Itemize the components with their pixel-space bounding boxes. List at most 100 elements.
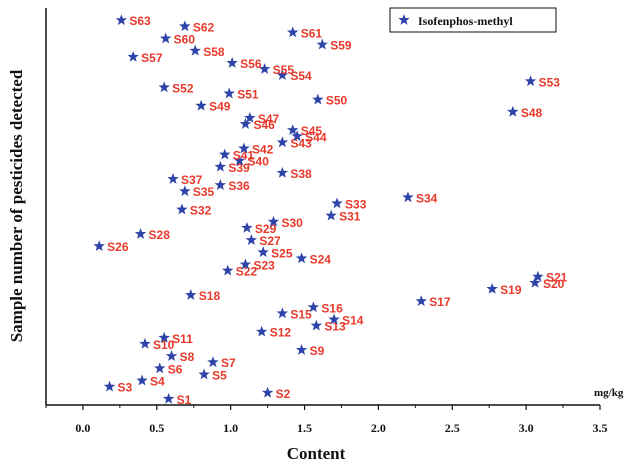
- data-point-s46: [239, 118, 252, 129]
- data-label-s17: S17: [429, 295, 451, 309]
- data-point-s11: [158, 331, 170, 343]
- data-label-s55: S55: [273, 63, 295, 77]
- data-point-s16: [307, 301, 320, 313]
- x-tick-label: 3.0: [519, 421, 534, 435]
- data-point-s42: [238, 142, 250, 154]
- data-point-s12: [255, 325, 268, 337]
- data-point-s50: [312, 93, 324, 105]
- data-label-s59: S59: [330, 39, 352, 53]
- data-point-s32: [176, 203, 188, 215]
- data-label-s34: S34: [416, 191, 438, 205]
- data-point-s7: [207, 356, 219, 368]
- data-label-s51: S51: [237, 88, 259, 102]
- x-tick-label: 2.0: [371, 421, 386, 435]
- data-label-s4: S4: [150, 375, 165, 389]
- data-point-s36: [214, 179, 227, 190]
- data-label-s37: S37: [181, 173, 203, 187]
- data-label-s14: S14: [342, 313, 364, 327]
- data-label-s18: S18: [199, 289, 221, 303]
- data-label-s39: S39: [228, 161, 250, 175]
- data-point-s23: [239, 258, 252, 270]
- data-label-s9: S9: [310, 344, 325, 358]
- data-point-s18: [185, 289, 197, 300]
- data-point-s8: [165, 350, 178, 361]
- data-label-s2: S2: [276, 387, 291, 401]
- data-point-s1: [162, 392, 175, 404]
- data-point-s17: [415, 295, 427, 307]
- data-label-s58: S58: [203, 45, 225, 59]
- data-point-s19: [486, 282, 498, 294]
- data-point-s61: [287, 26, 299, 38]
- data-label-s53: S53: [539, 75, 561, 89]
- data-label-s28: S28: [149, 228, 171, 242]
- y-axis-title: Sample number of pesticides detected: [7, 69, 26, 342]
- x-tick-label: 1.5: [297, 421, 312, 435]
- data-label-s25: S25: [271, 246, 293, 260]
- data-label-s41: S41: [233, 149, 255, 163]
- x-ticks: 0.0 0.5 1.0 1.5 2.0 2.5 3.0 3.5: [45, 405, 608, 435]
- data-point-s26: [93, 240, 105, 252]
- data-point-s34: [402, 191, 414, 203]
- data-point-s29: [241, 221, 253, 233]
- data-point-s45: [287, 124, 299, 136]
- data-label-s22: S22: [236, 265, 258, 279]
- data-label-s38: S38: [290, 167, 312, 181]
- data-point-s39: [214, 160, 227, 172]
- legend: Isofenphos-methyl: [389, 7, 557, 33]
- data-point-s41: [219, 148, 231, 160]
- data-point-s62: [179, 20, 191, 32]
- data-label-s30: S30: [282, 216, 304, 230]
- data-label-s36: S36: [228, 179, 250, 193]
- legend-star-marker: [398, 14, 410, 25]
- data-label-s42: S42: [252, 142, 274, 156]
- data-label-s16: S16: [321, 301, 343, 315]
- data-point-s55: [258, 63, 271, 74]
- legend-star: [398, 14, 410, 25]
- x-axis-title: Content: [287, 444, 346, 463]
- legend-label: Isofenphos-methyl: [418, 14, 513, 28]
- data-label-s32: S32: [190, 204, 212, 218]
- data-label-s49: S49: [209, 100, 231, 114]
- data-label-s50: S50: [326, 94, 348, 108]
- data-label-s5: S5: [212, 368, 227, 382]
- data-label-s61: S61: [301, 26, 323, 40]
- data-point-s21: [532, 270, 544, 282]
- data-label-s8: S8: [180, 350, 195, 364]
- data-label-s33: S33: [345, 197, 367, 211]
- data-point-s57: [127, 50, 139, 62]
- data-point-s52: [158, 81, 170, 93]
- data-point-s54: [276, 69, 289, 81]
- data-point-s38: [276, 166, 289, 178]
- data-point-s6: [154, 362, 166, 374]
- x-tick-label: 0.0: [75, 421, 90, 435]
- data-point-s37: [167, 173, 179, 184]
- data-label-s56: S56: [240, 57, 262, 71]
- data-label-s62: S62: [193, 20, 215, 34]
- data-point-s15: [276, 307, 289, 319]
- data-label-s24: S24: [310, 252, 332, 266]
- data-point-s35: [179, 185, 191, 197]
- x-tick-label: 1.0: [223, 421, 238, 435]
- data-point-s22: [222, 264, 234, 276]
- data-point-s33: [331, 197, 343, 209]
- data-label-s52: S52: [172, 81, 194, 95]
- data-point-s30: [267, 215, 280, 227]
- data-point-s40: [233, 154, 246, 166]
- legend-box: [389, 7, 557, 33]
- data-label-s47: S47: [258, 112, 280, 126]
- x-axis-unit: mg/kg: [594, 387, 624, 399]
- data-point-s25: [257, 246, 269, 258]
- data-point-s9: [295, 344, 308, 355]
- data-point-s44: [291, 130, 303, 142]
- data-point-s47: [244, 111, 256, 123]
- data-point-s5: [198, 368, 210, 380]
- data-label-s21: S21: [546, 271, 568, 285]
- data-point-s14: [328, 313, 340, 325]
- data-label-s46: S46: [253, 118, 275, 132]
- data-point-s49: [195, 99, 207, 111]
- axes: 0.0 0.5 1.0 1.5 2.0 2.5 3.0 3.5 mg/kg Content S…: [7, 8, 624, 463]
- data-label-s45: S45: [301, 124, 323, 138]
- data-point-s51: [223, 87, 235, 99]
- data-point-s27: [245, 234, 258, 245]
